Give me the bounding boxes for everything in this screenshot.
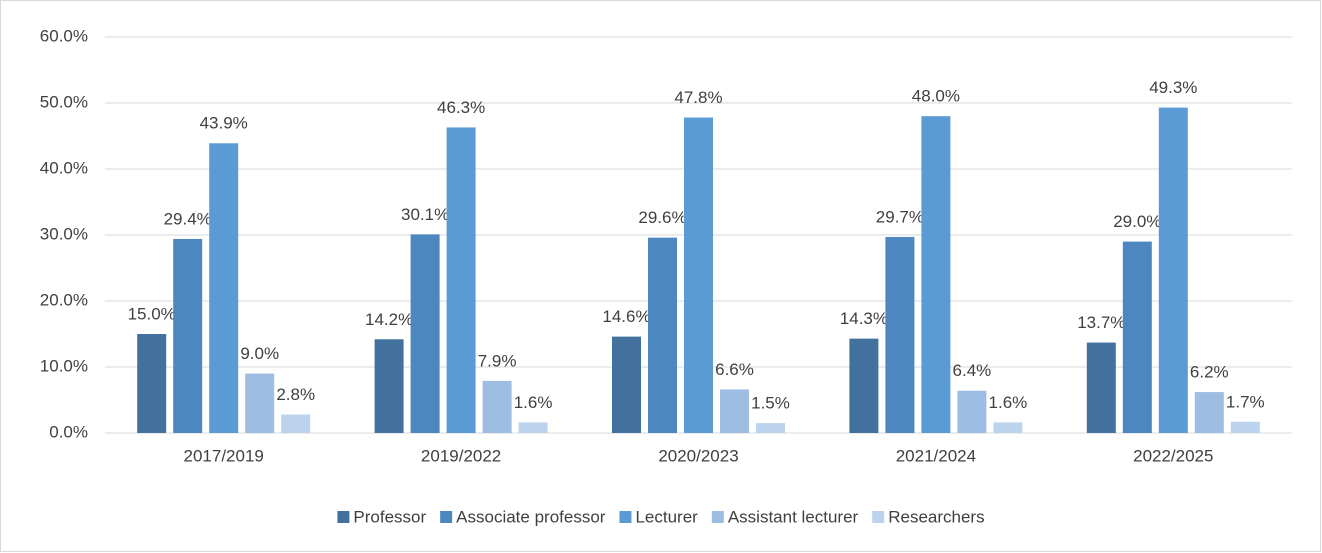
legend-label: Researchers — [888, 507, 984, 526]
bar — [209, 143, 239, 433]
bar — [245, 373, 275, 433]
y-tick-label: 40.0% — [40, 158, 88, 177]
bar — [1086, 342, 1116, 433]
legend-label: Assistant lecturer — [728, 507, 859, 526]
data-label: 13.7% — [1077, 313, 1125, 332]
bar — [1158, 107, 1188, 434]
y-tick-label: 20.0% — [40, 290, 88, 309]
bar — [482, 380, 512, 433]
y-tick-label: 0.0% — [49, 422, 88, 441]
x-tick-label: 2017/2019 — [184, 446, 264, 465]
data-label: 1.6% — [514, 393, 553, 412]
legend-swatch — [872, 511, 885, 523]
x-tick-label: 2021/2024 — [896, 446, 976, 465]
bar — [648, 237, 677, 433]
data-label: 29.0% — [1113, 212, 1161, 231]
data-label: 29.7% — [876, 207, 924, 226]
data-label: 7.9% — [478, 351, 517, 370]
data-label: 43.9% — [200, 114, 248, 133]
data-label: 47.8% — [674, 88, 722, 107]
data-label: 29.6% — [638, 208, 686, 227]
bar — [1230, 421, 1260, 433]
data-label: 29.4% — [164, 209, 212, 228]
legend-label: Professor — [353, 507, 426, 526]
bar — [756, 423, 785, 433]
x-tick-label: 2022/2025 — [1133, 446, 1213, 465]
bar — [993, 422, 1023, 433]
y-tick-label: 50.0% — [40, 92, 88, 111]
data-label: 2.8% — [276, 385, 315, 404]
x-tick-label: 2019/2022 — [421, 446, 501, 465]
data-label: 30.1% — [401, 205, 449, 224]
data-label: 49.3% — [1149, 78, 1197, 97]
y-tick-label: 30.0% — [40, 224, 88, 243]
bar — [281, 414, 311, 433]
data-label: 48.0% — [912, 87, 960, 106]
legend-swatch — [711, 511, 724, 523]
y-tick-label: 10.0% — [40, 356, 88, 375]
legend-swatch — [619, 511, 632, 523]
bar — [446, 127, 476, 434]
bar — [137, 334, 167, 433]
data-label: 6.2% — [1190, 363, 1229, 382]
data-label: 1.6% — [989, 393, 1028, 412]
bar — [1122, 241, 1152, 433]
data-label: 15.0% — [128, 304, 176, 323]
bar — [684, 117, 713, 434]
x-tick-label: 2020/2023 — [658, 446, 738, 465]
data-label: 1.7% — [1226, 392, 1265, 411]
legend-swatch — [440, 511, 453, 523]
bar — [885, 236, 915, 433]
data-label: 1.5% — [751, 394, 790, 413]
bar — [849, 338, 879, 433]
data-label: 14.2% — [365, 310, 413, 329]
bar — [957, 390, 987, 433]
legend-label: Lecturer — [635, 507, 698, 526]
legend-swatch — [337, 511, 350, 523]
y-tick-label: 60.0% — [40, 26, 88, 45]
bar — [720, 389, 749, 433]
data-label: 14.3% — [840, 309, 888, 328]
bar — [410, 234, 440, 433]
bar — [518, 422, 548, 433]
bar — [921, 116, 951, 433]
data-label: 14.6% — [602, 307, 650, 326]
bar — [173, 238, 203, 433]
data-label: 9.0% — [240, 344, 279, 363]
legend-label: Associate professor — [456, 507, 606, 526]
bar — [1194, 392, 1224, 433]
bar — [612, 336, 641, 433]
bar — [374, 339, 404, 433]
data-label: 46.3% — [437, 98, 485, 117]
data-label: 6.4% — [953, 361, 992, 380]
data-label: 6.6% — [715, 360, 754, 379]
